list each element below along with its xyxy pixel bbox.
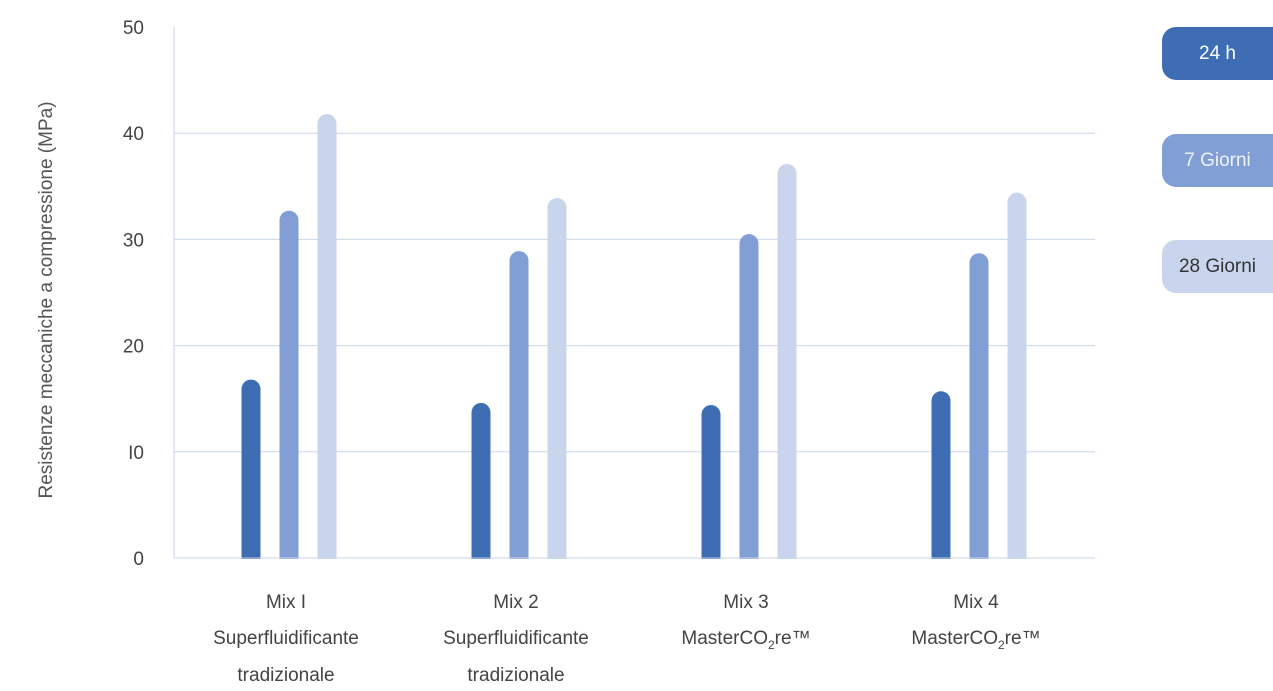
y-tick-label: I0 [128, 443, 144, 464]
category-label-mix: Mix I [266, 592, 306, 613]
gridlines [173, 27, 1095, 559]
bar-28-giorni-1 [317, 114, 337, 568]
bar-7-giorni-4 [969, 253, 989, 568]
bar-28-giorni-3 [777, 163, 797, 568]
category-labels: Mix I Superfluidificante tradizionale Mix 2… [213, 592, 1040, 686]
category-label-description: tradizionale [237, 665, 334, 686]
category-label-product: MasterCO2re™ [681, 628, 810, 652]
y-tick-label: 30 [123, 230, 144, 251]
bars [174, 114, 1096, 573]
category-label-description: Superfluidificante [213, 628, 359, 649]
category-label-mix: Mix 2 [493, 592, 538, 613]
legend-item-7-giorni[interactable]: 7 Giorni [1162, 134, 1273, 187]
bar-7-giorni-3 [739, 234, 759, 568]
y-tick-label: 20 [123, 337, 144, 358]
legend-item-24h[interactable]: 24 h [1162, 27, 1273, 80]
category-label-description: tradizionale [467, 665, 564, 686]
legend-item-28-giorni[interactable]: 28 Giorni [1162, 240, 1273, 293]
y-tick-label: 40 [123, 124, 144, 145]
category-label-product: MasterCO2re™ [911, 628, 1040, 652]
category-label-mix: Mix 3 [723, 592, 768, 613]
category-label-mix: Mix 4 [953, 592, 999, 613]
y-axis-title: Resistenze meccaniche a compressione (MP… [36, 101, 57, 498]
category-label-description: Superfluidificante [443, 628, 589, 649]
bar-7-giorni-2 [509, 251, 529, 568]
y-tick-label: 0 [133, 549, 144, 570]
legend-label: 28 Giorni [1178, 255, 1257, 277]
baseline-mask [175, 559, 1096, 573]
y-tick-label: 50 [123, 18, 144, 39]
bar-24-h-4 [931, 391, 951, 568]
bar-24-h-1 [241, 379, 261, 568]
bar-7-giorni-1 [279, 210, 299, 568]
bar-24-h-3 [701, 405, 721, 568]
bar-28-giorni-2 [547, 197, 567, 568]
bar-28-giorni-4 [1007, 192, 1027, 568]
legend-label: 24 h [1199, 42, 1236, 64]
legend-label: 7 Giorni [1184, 149, 1251, 171]
y-tick-labels: 0 I0 20 30 40 50 [123, 18, 144, 570]
bar-24-h-2 [471, 402, 491, 568]
